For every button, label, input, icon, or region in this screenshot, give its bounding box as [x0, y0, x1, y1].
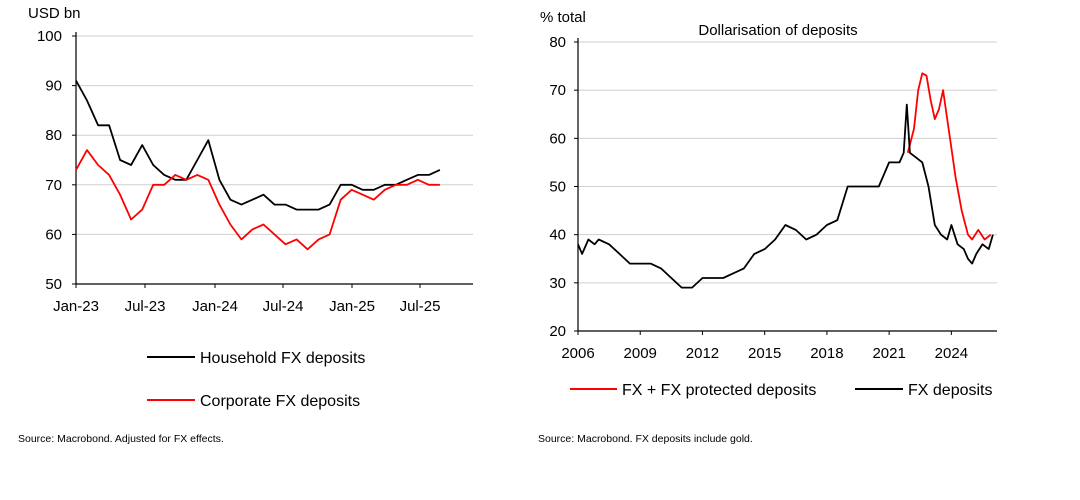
- left-chart-y-ticks: 50 60 70 80 90 100: [37, 28, 62, 293]
- x-tick-label: Jan-25: [329, 298, 375, 315]
- y-tick-label: 20: [549, 323, 566, 340]
- right-chart-gridlines: [578, 41, 997, 284]
- right-chart-ylabel: % total: [540, 9, 586, 26]
- x-tick-label: Jul-23: [125, 298, 166, 315]
- right-chart-axes: [574, 38, 997, 335]
- y-tick-label: 50: [549, 179, 566, 196]
- left-chart-axes: [72, 32, 473, 288]
- x-tick-label: Jul-25: [400, 298, 441, 315]
- dollarisation-chart: % total Dollarisation of deposits 20 30 40…: [538, 9, 997, 445]
- y-tick-label: 100: [37, 28, 62, 45]
- legend-label-fx-protected: FX + FX protected deposits: [622, 382, 816, 399]
- left-chart-source-note: Source: Macrobond. Adjusted for FX effec…: [18, 433, 224, 445]
- y-tick-label: 70: [45, 177, 62, 194]
- y-tick-label: 50: [45, 276, 62, 293]
- x-tick-label: Jul-24: [263, 298, 304, 315]
- right-chart-source-note: Source: Macrobond. FX deposits include g…: [538, 433, 753, 445]
- x-tick-label: Jan-24: [192, 298, 238, 315]
- series-line-household-fx-deposits: [75, 80, 441, 211]
- x-tick-label: 2024: [935, 345, 968, 362]
- x-tick-label: 2021: [872, 345, 905, 362]
- series-line-fx-fx-protected-deposits: [906, 72, 992, 241]
- x-tick-label: 2018: [810, 345, 843, 362]
- series-line-corporate-fx-deposits: [75, 149, 440, 251]
- legend-label-corporate: Corporate FX deposits: [200, 393, 360, 410]
- y-tick-label: 80: [549, 34, 566, 51]
- y-tick-label: 60: [549, 130, 566, 147]
- y-tick-label: 80: [45, 127, 62, 144]
- right-chart-y-ticks: 20 30 40 50 60 70 80: [549, 34, 566, 340]
- x-tick-label: 2012: [686, 345, 719, 362]
- x-tick-label: 2015: [748, 345, 781, 362]
- y-tick-label: 90: [45, 78, 62, 95]
- left-chart-x-ticks: Jan-23 Jul-23 Jan-24 Jul-24 Jan-25 Jul-25: [53, 298, 440, 315]
- y-tick-label: 40: [549, 227, 566, 244]
- legend-label-fx-deposits: FX deposits: [908, 382, 992, 399]
- right-chart-x-ticks: 2006 2009 2012 2015 2018 2021 2024: [561, 345, 968, 362]
- x-tick-label: Jan-23: [53, 298, 99, 315]
- right-chart-title: Dollarisation of deposits: [698, 22, 857, 39]
- y-tick-label: 70: [549, 82, 566, 99]
- left-chart-ylabel: USD bn: [28, 5, 81, 22]
- y-tick-label: 30: [549, 275, 566, 292]
- x-tick-label: 2006: [561, 345, 594, 362]
- legend-label-household: Household FX deposits: [200, 350, 365, 367]
- y-tick-label: 60: [45, 226, 62, 243]
- x-tick-label: 2009: [624, 345, 657, 362]
- series-line-fx-deposits: [577, 103, 994, 289]
- right-chart-series: [577, 72, 994, 289]
- left-chart-series: [75, 80, 441, 251]
